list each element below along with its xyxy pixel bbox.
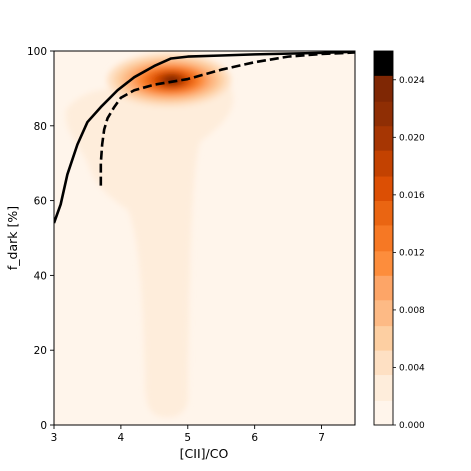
density-level-1 <box>65 65 234 418</box>
x-tick-label: 5 <box>184 432 191 444</box>
colorbar-tick-label: 0.004 <box>399 363 425 373</box>
colorbar-segment <box>374 350 393 376</box>
colorbar-tick-label: 0.020 <box>399 133 425 143</box>
series-lines <box>54 51 355 224</box>
colorbar-segment <box>374 176 393 201</box>
x-axis-label: [CII]/CO <box>180 446 229 461</box>
y-axis-label: f_dark [%] <box>5 206 20 270</box>
colorbar-segment <box>374 250 393 276</box>
colorbar-segment <box>374 374 393 401</box>
density-blob <box>65 52 234 418</box>
y-tick-label: 60 <box>34 196 47 208</box>
colorbar-tick-label: 0.024 <box>399 76 425 86</box>
colorbar: 0.000 0.004 0.008 0.012 0.016 0.020 0.024 <box>373 50 425 431</box>
plot-area <box>53 50 356 426</box>
dashed-series-line <box>99 51 355 186</box>
y-tick-label: 100 <box>27 46 47 58</box>
colorbar-segment <box>374 275 393 301</box>
colorbar-segment <box>374 200 393 226</box>
colorbar-segment <box>374 325 393 351</box>
colorbar-tick-label: 0.012 <box>399 248 425 258</box>
colorbar-tick-label: 0.008 <box>399 306 425 316</box>
y-tick-label: 80 <box>34 121 47 133</box>
x-axis: 3 4 5 6 7 <box>51 425 325 444</box>
y-tick-label: 0 <box>40 420 47 432</box>
y-tick-label: 40 <box>34 270 47 282</box>
x-tick-label: 4 <box>118 432 125 444</box>
colorbar-segment <box>374 75 393 102</box>
colorbar-segment <box>374 225 393 252</box>
colorbar-segment <box>374 101 393 127</box>
colorbar-segment <box>374 299 393 327</box>
colorbar-tick-label: 0.016 <box>399 191 425 201</box>
x-tick-label: 6 <box>251 432 258 444</box>
plot-frame <box>53 50 356 426</box>
colorbar-segment <box>374 150 393 177</box>
y-tick-label: 20 <box>34 345 47 357</box>
colorbar-tick-label: 0.000 <box>399 421 425 431</box>
colorbar-segment <box>374 51 393 76</box>
density-contours <box>65 52 234 418</box>
y-axis: 0 20 40 60 80 100 <box>27 46 54 432</box>
colorbar-frame <box>373 50 394 426</box>
x-tick-label: 3 <box>51 432 58 444</box>
x-tick-label: 7 <box>318 432 325 444</box>
solid-series-line <box>54 51 355 224</box>
colorbar-segment <box>374 400 393 426</box>
colorbar-segment <box>374 125 393 151</box>
